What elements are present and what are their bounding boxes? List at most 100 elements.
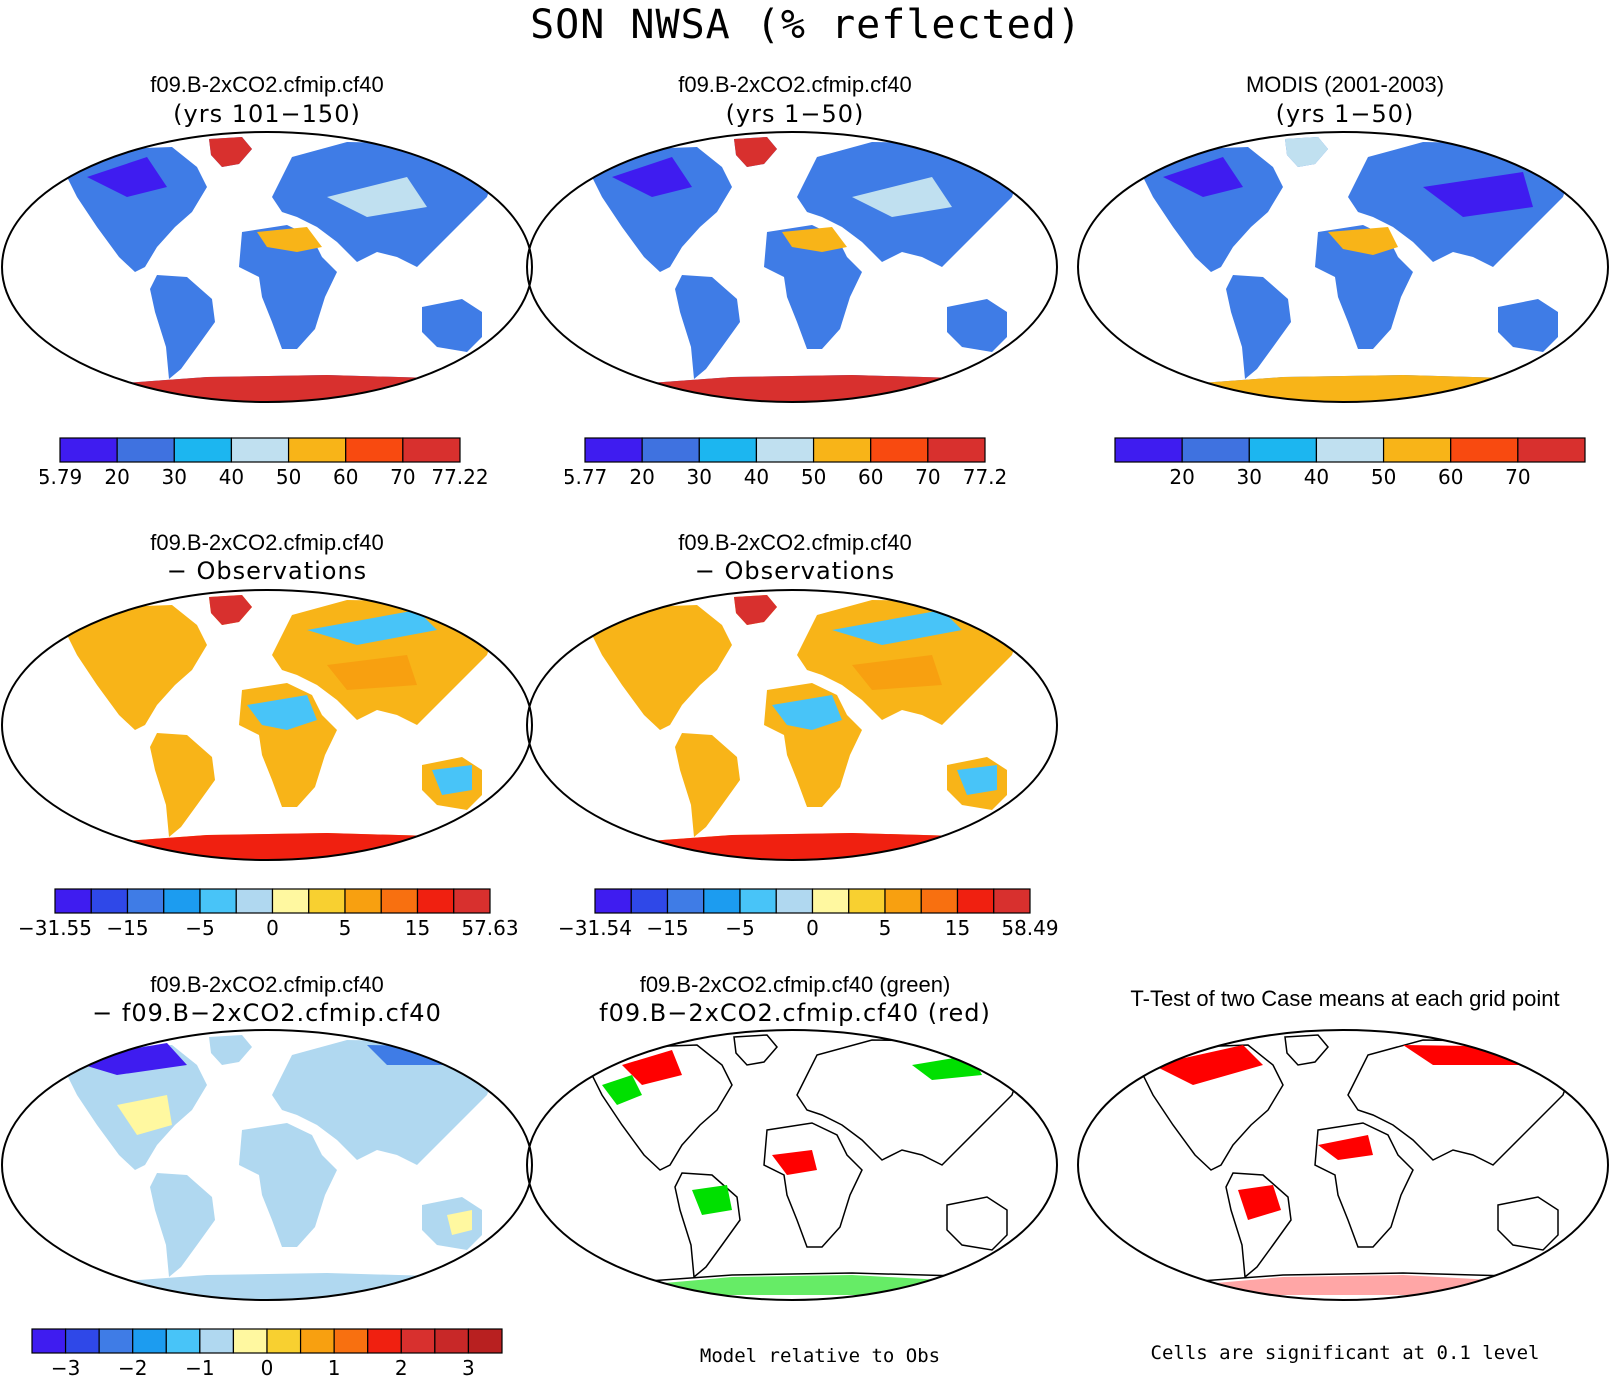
colorbar-tick-label: 2 (395, 1356, 408, 1380)
panel-2-title: f09.B-2xCO2.cfmip.cf40 (678, 72, 912, 97)
panel-5-subtitle: − Observations (694, 557, 896, 585)
colorbar-tick-label: 0 (266, 916, 279, 940)
panel-8-title: T-Test of two Case means at each grid po… (1130, 986, 1560, 1011)
colorbar-swatch (812, 437, 872, 463)
panel-5-title: f09.B-2xCO2.cfmip.cf40 (678, 530, 912, 555)
colorbar-swatch (884, 888, 922, 914)
colorbar-tick-label: 5 (339, 916, 352, 940)
colorbar-swatch (299, 1328, 335, 1354)
colorbar-swatch (344, 888, 382, 914)
colorbar-swatch (811, 888, 850, 914)
colorbar-swatch (199, 888, 237, 914)
colorbar-tick-label: 70 (390, 465, 415, 489)
colorbar-swatch (993, 888, 1031, 914)
colorbar-swatch (703, 888, 741, 914)
colorbar-tick-label: 30 (687, 465, 712, 489)
colorbar-tick-label: 70 (1505, 465, 1530, 489)
colorbar-tick-label: 77.22 (431, 465, 488, 489)
colorbar-swatch (132, 1328, 167, 1354)
colorbar-swatch (467, 1328, 503, 1354)
colorbar-swatch (116, 437, 175, 463)
panel-3-title: MODIS (2001-2003) (1245, 72, 1445, 97)
colorbar-swatch (98, 1328, 134, 1354)
colorbar-swatch (630, 888, 669, 914)
colorbar-tick-label: 60 (333, 465, 358, 489)
colorbar-swatch (1450, 437, 1519, 463)
colorbar-swatch (59, 437, 118, 463)
colorbar-tick-label: 30 (1237, 465, 1262, 489)
map-panel-4 (1, 589, 533, 861)
colorbar-tick-label: 77.2 (963, 465, 1008, 489)
colorbar-tick-label: −5 (185, 916, 214, 940)
colorbar-swatch (126, 888, 165, 914)
colorbar-tick-label: 50 (276, 465, 301, 489)
colorbar-tick-label: −31.55 (18, 916, 92, 940)
colorbar-swatch (848, 888, 886, 914)
colorbar-tick-label: −2 (118, 1356, 147, 1380)
colorbar-swatch (232, 1328, 268, 1354)
colorbar-panel-2: 5.77 20 30 40 50 60 70 77.2 (565, 437, 1008, 489)
colorbar-tick-label: 5.77 (565, 465, 607, 489)
colorbar-tick-label: −31.54 (558, 916, 632, 940)
colorbar-tick-label: 40 (744, 465, 769, 489)
colorbar-tick-label: 20 (1169, 465, 1194, 489)
panel-3-subtitle: (yrs 1−50) (1275, 100, 1415, 128)
colorbar-panel-3: 20 30 40 50 60 70 (1114, 437, 1586, 489)
colorbar-tick-label: 0 (806, 916, 819, 940)
colorbar-swatch (956, 888, 995, 914)
colorbar-swatch (434, 1328, 470, 1354)
panel-2-subtitle: (yrs 1−50) (725, 100, 865, 128)
colorbar-tick-label: 20 (104, 465, 129, 489)
colorbar-tick-label: 50 (801, 465, 826, 489)
map-panel-3 (1077, 131, 1609, 403)
colorbar-swatch (287, 437, 347, 463)
panel-8-note: Cells are significant at 0.1 level (1150, 1342, 1540, 1364)
colorbar-swatch (345, 437, 404, 463)
colorbar-swatch (416, 888, 455, 914)
colorbar-swatch (1114, 437, 1183, 463)
colorbar-swatch (230, 437, 290, 463)
colorbar-tick-label: 15 (405, 916, 430, 940)
colorbar-swatch (235, 888, 274, 914)
panel-7-note: Model relative to Obs (699, 1345, 941, 1367)
colorbar-swatch (584, 437, 643, 463)
colorbar-swatch (400, 1328, 436, 1354)
colorbar-tick-label: 50 (1371, 465, 1396, 489)
colorbar-swatch (775, 888, 814, 914)
colorbar-swatch (666, 888, 705, 914)
colorbar-tick-label: 1 (328, 1356, 341, 1380)
panel-1-title: f09.B-2xCO2.cfmip.cf40 (150, 72, 384, 97)
colorbar-tick-label: 3 (462, 1356, 475, 1380)
colorbar-tick-label: 60 (1438, 465, 1463, 489)
colorbar-swatch (308, 888, 346, 914)
colorbar-tick-label: −3 (51, 1356, 80, 1380)
colorbar-swatch (1382, 437, 1452, 463)
colorbar-tick-label: 57.63 (461, 916, 518, 940)
colorbar-tick-label: 15 (945, 916, 970, 940)
colorbar-panel-6: −3 −2 −1 0 1 2 3 (31, 1328, 503, 1380)
colorbar-swatch (54, 888, 92, 914)
colorbar-swatch (64, 1328, 100, 1354)
colorbar-panel-4: −31.55 −15 −5 0 5 15 57.63 (18, 888, 519, 940)
colorbar-tick-label: 40 (219, 465, 244, 489)
colorbar-swatch (266, 1328, 302, 1354)
colorbar-tick-label: −15 (646, 916, 688, 940)
map-panel-7 (526, 1029, 1058, 1301)
panel-1-subtitle: (yrs 101−150) (173, 100, 361, 128)
panel-4-subtitle: − Observations (166, 557, 368, 585)
colorbar-swatch (755, 437, 815, 463)
panel-4-title: f09.B-2xCO2.cfmip.cf40 (150, 530, 384, 555)
colorbar-swatch (367, 1328, 402, 1354)
colorbar-swatch (1517, 437, 1586, 463)
colorbar-swatch (1248, 437, 1318, 463)
colorbar-tick-label: 5.79 (40, 465, 82, 489)
colorbar-swatch (31, 1328, 67, 1354)
colorbar-swatch (402, 437, 461, 463)
colorbar-swatch (163, 888, 201, 914)
colorbar-tick-label: −1 (185, 1356, 214, 1380)
colorbar-swatch (271, 888, 310, 914)
panel-6-title: f09.B-2xCO2.cfmip.cf40 (150, 972, 384, 997)
colorbar-swatch (173, 437, 233, 463)
colorbar-swatch (1315, 437, 1385, 463)
